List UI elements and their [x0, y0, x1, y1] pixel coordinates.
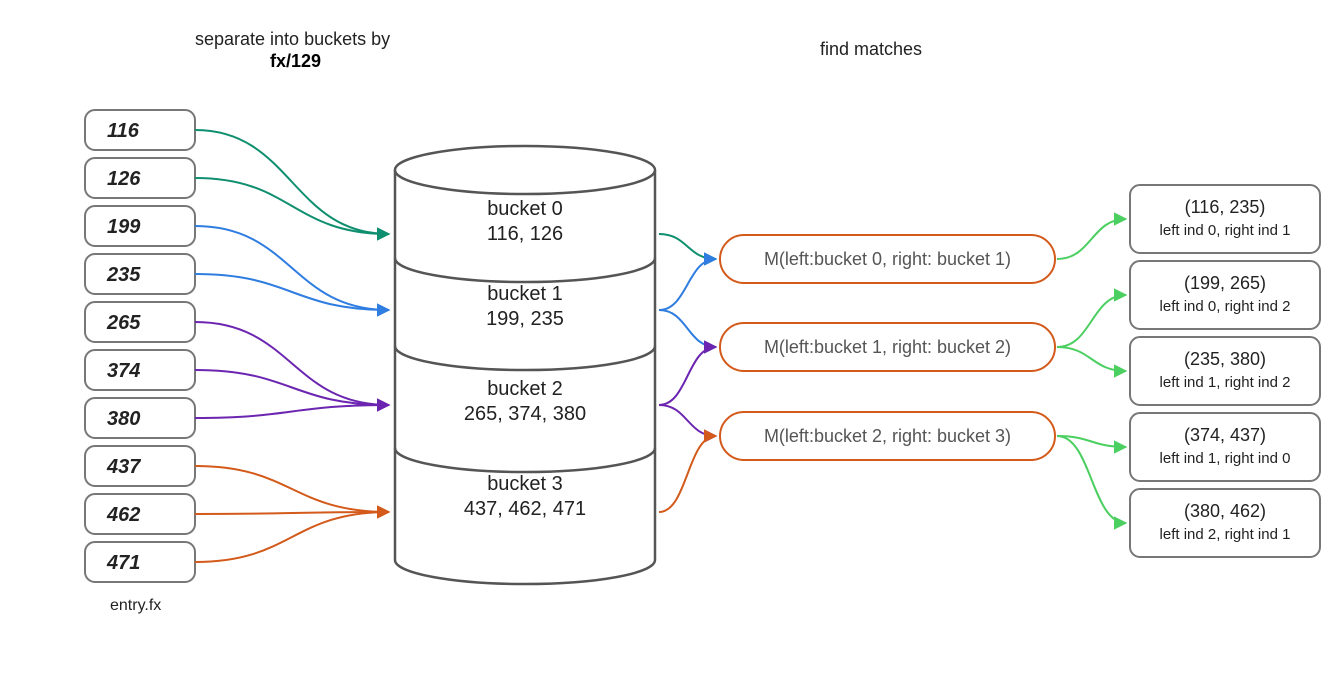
entry-value: 374: [107, 360, 140, 382]
db-top: [395, 146, 655, 194]
entry-value: 116: [107, 120, 140, 142]
bucket-values: 265, 374, 380: [464, 403, 586, 425]
entry-value: 265: [106, 312, 141, 334]
header-left-line1: separate into buckets by: [195, 29, 390, 49]
output-pair: (380, 462): [1184, 501, 1266, 521]
output-box: [1130, 261, 1320, 329]
output-sub: left ind 0, right ind 1: [1160, 222, 1291, 239]
edge-match-to-output: [1057, 295, 1126, 347]
edge-entry-to-bucket: [195, 370, 389, 405]
edge-match-to-output: [1057, 347, 1126, 371]
output-sub: left ind 1, right ind 0: [1160, 450, 1291, 467]
edge-entry-to-bucket: [195, 226, 389, 310]
edge-bucket-to-match: [659, 347, 716, 405]
output-box: [1130, 489, 1320, 557]
entries-caption: entry.fx: [110, 597, 161, 614]
entry-value: 199: [107, 216, 141, 238]
edge-bucket-to-match: [659, 405, 716, 436]
bucket-title: bucket 3: [487, 473, 563, 495]
bucket-title: bucket 1: [487, 283, 563, 305]
output-sub: left ind 1, right ind 2: [1160, 374, 1291, 391]
edge-bucket-to-match: [659, 234, 716, 259]
header-left-line2: fx/129: [270, 51, 321, 71]
output-sub: left ind 2, right ind 1: [1160, 526, 1291, 543]
header-right: find matches: [820, 39, 922, 59]
output-sub: left ind 0, right ind 2: [1160, 298, 1291, 315]
entry-box: [85, 110, 195, 150]
db-divider: [395, 258, 655, 282]
entry-value: 471: [106, 552, 140, 574]
match-label: M(left:bucket 1, right: bucket 2): [764, 337, 1011, 357]
output-pair: (199, 265): [1184, 273, 1266, 293]
edge-entry-to-bucket: [195, 466, 389, 512]
entry-value: 437: [106, 456, 141, 478]
bucket-values: 116, 126: [487, 223, 563, 245]
bucket-title: bucket 0: [487, 198, 563, 220]
edge-entry-to-bucket: [195, 512, 389, 562]
match-label: M(left:bucket 0, right: bucket 1): [764, 249, 1011, 269]
entry-value: 380: [107, 408, 140, 430]
entry-value: 235: [106, 264, 141, 286]
entry-value: 126: [107, 168, 141, 190]
edge-entry-to-bucket: [195, 405, 389, 418]
output-box: [1130, 185, 1320, 253]
match-label: M(left:bucket 2, right: bucket 3): [764, 426, 1011, 446]
edge-match-to-output: [1057, 436, 1126, 523]
bucket-values: 437, 462, 471: [464, 498, 586, 520]
edge-bucket-to-match: [659, 259, 716, 310]
bucket-title: bucket 2: [487, 378, 563, 400]
edge-entry-to-bucket: [195, 322, 389, 405]
edge-bucket-to-match: [659, 310, 716, 347]
db-divider: [395, 448, 655, 472]
output-box: [1130, 337, 1320, 405]
entry-value: 462: [106, 504, 140, 526]
bucket-values: 199, 235: [486, 308, 564, 330]
output-pair: (374, 437): [1184, 425, 1266, 445]
edge-match-to-output: [1057, 436, 1126, 447]
edge-bucket-to-match: [659, 436, 716, 512]
output-pair: (116, 235): [1185, 197, 1266, 217]
db-divider: [395, 346, 655, 370]
output-pair: (235, 380): [1184, 349, 1266, 369]
output-box: [1130, 413, 1320, 481]
edge-entry-to-bucket: [195, 178, 389, 234]
edge-entry-to-bucket: [195, 130, 389, 234]
edge-entry-to-bucket: [195, 274, 389, 310]
edge-match-to-output: [1057, 219, 1126, 259]
